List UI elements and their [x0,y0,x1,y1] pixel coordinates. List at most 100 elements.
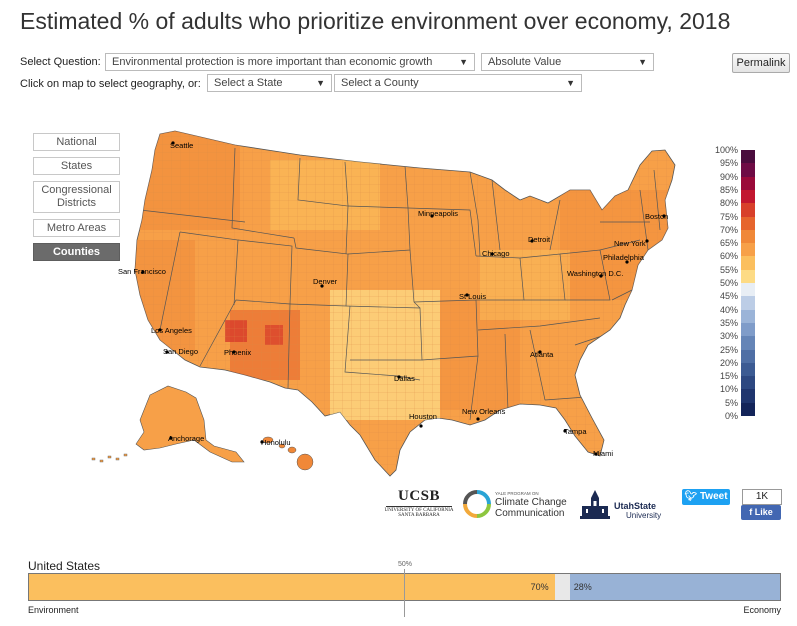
geo-button-national[interactable]: National [33,133,120,151]
chevron-down-icon: ▼ [459,57,468,67]
value-type-select[interactable]: Absolute Value ▼ [481,53,654,71]
environment-segment[interactable]: 70% [29,574,555,600]
hawaii[interactable] [262,436,314,471]
county-select-value: Select a County [341,77,419,89]
geo-button-states[interactable]: States [33,157,120,175]
legend-tick-label: 70% [719,224,738,235]
legend-swatch [741,376,755,390]
legend-tick-label: 40% [719,304,738,315]
yale-program-text: YALE PROGRAM ON [495,491,539,496]
city-label-washington-dc: Washington D.C. [567,269,623,278]
yale-ring-icon [463,490,491,518]
economy-segment[interactable]: 28% [569,574,780,600]
yale-climate-logo: YALE PROGRAM ON Climate Change Communica… [462,487,572,525]
legend-swatch [741,216,755,231]
legend-swatch [741,389,755,404]
utah-state-name: UtahState [614,501,657,511]
city-label-honolulu: Honolulu [261,438,291,447]
city-label-miami: Miami [593,449,613,458]
state-select[interactable]: Select a State ▼ [207,74,332,92]
legend-swatch [741,256,755,271]
legend-tick-label: 45% [719,291,738,302]
chevron-down-icon: ▼ [316,78,325,88]
legend-swatch [741,349,755,364]
question-select[interactable]: Environmental protection is more importa… [105,53,475,71]
permalink-button[interactable]: Permalink [732,53,790,73]
legend-tick-label: 5% [724,397,738,408]
legend-swatch [741,283,755,297]
legend-tick-label: 30% [719,331,738,342]
like-label: Like [754,507,773,517]
legend-swatch [741,336,755,350]
legend-tick-label: 20% [719,357,738,368]
legend-swatch [741,176,755,191]
yale-climate-text: Climate Change [495,497,567,508]
economy-value: 28% [573,582,592,592]
city-label-st-louis: St Louis [459,292,486,301]
facebook-like-button[interactable]: f Like [741,505,781,520]
city-label-seattle: Seattle [170,141,193,150]
legend-swatch [741,203,755,217]
legend-tick-label: 80% [719,198,738,209]
city-markers [141,141,666,456]
legend-swatch [741,322,755,337]
tweet-label: Tweet [699,491,728,502]
legend-tick-label: 90% [719,171,738,182]
ucsb-logo-sub2: SANTA BARBARA [398,513,440,518]
city-label-boston: Boston [645,212,668,221]
city-label-phoenix: Phoenix [224,348,251,357]
yale-communication-text: Communication [495,508,565,519]
legend-tick-label: 35% [719,317,738,328]
ucsb-logo-text: UCSB [397,488,440,504]
geo-button-metro-areas[interactable]: Metro Areas [33,219,120,237]
value-type-value: Absolute Value [488,56,562,68]
old-main-tower-icon [580,490,610,519]
city-label-tampa: Tampa [564,427,587,436]
like-count: 1K [742,489,782,505]
legend-tick-label: 10% [719,384,738,395]
chevron-down-icon: ▼ [566,78,575,88]
legend-tick-label: 60% [719,251,738,262]
alaska[interactable] [91,385,245,463]
midline-label: 50% [398,561,413,568]
legend-tick-label: 75% [719,211,738,222]
legend-swatch [741,189,755,204]
chevron-down-icon: ▼ [638,57,647,67]
summary-geography: United States [28,559,101,573]
page-title: Estimated % of adults who prioritize env… [20,8,731,34]
legend-swatch [741,229,755,244]
midline [404,569,405,617]
legend-tick-label: 25% [719,344,738,355]
economy-axis-label: Economy [743,605,781,615]
city-label-chicago: Chicago [482,249,510,258]
state-select-value: Select a State [214,77,283,89]
legend-tick-label: 55% [719,264,738,275]
legend-swatch [741,163,755,177]
utah-university-text: University [626,511,662,520]
tweet-button[interactable]: 🐦︎ Tweet [682,489,730,505]
legend-swatch [741,402,755,417]
utah-state-logo: UtahState University [578,488,668,526]
legend-tick-label: 50% [719,278,738,288]
legend-swatch [741,296,755,310]
legend-tick-label: 15% [719,371,738,382]
legend-swatch [741,243,755,257]
ucsb-logo: UCSB UNIVERSITY OF CALIFORNIA SANTA BARB… [380,488,458,528]
city-label-atlanta: Atlanta [530,350,554,359]
geo-button-counties[interactable]: Counties [33,243,120,261]
facebook-icon: f [749,507,753,517]
geography-label: Click on map to select geography, or: [20,78,201,90]
city-label-dallas: Dallas [394,374,415,383]
ucsb-logo-sub1: UNIVERSITY OF CALIFORNIA [384,508,454,513]
county-select[interactable]: Select a County ▼ [334,74,582,92]
city-label-new-york: New York [614,239,646,248]
city-label-minneapolis: Minneapolis [418,209,458,218]
city-label-denver: Denver [313,277,338,286]
legend-tick-label: 85% [719,184,738,195]
legend-tick-label: 0% [724,411,738,421]
city-label-san-francisco: San Francisco [118,267,166,276]
question-select-value: Environmental protection is more importa… [112,56,433,68]
geo-button-congressional-districts[interactable]: Congressional Districts [33,181,120,213]
